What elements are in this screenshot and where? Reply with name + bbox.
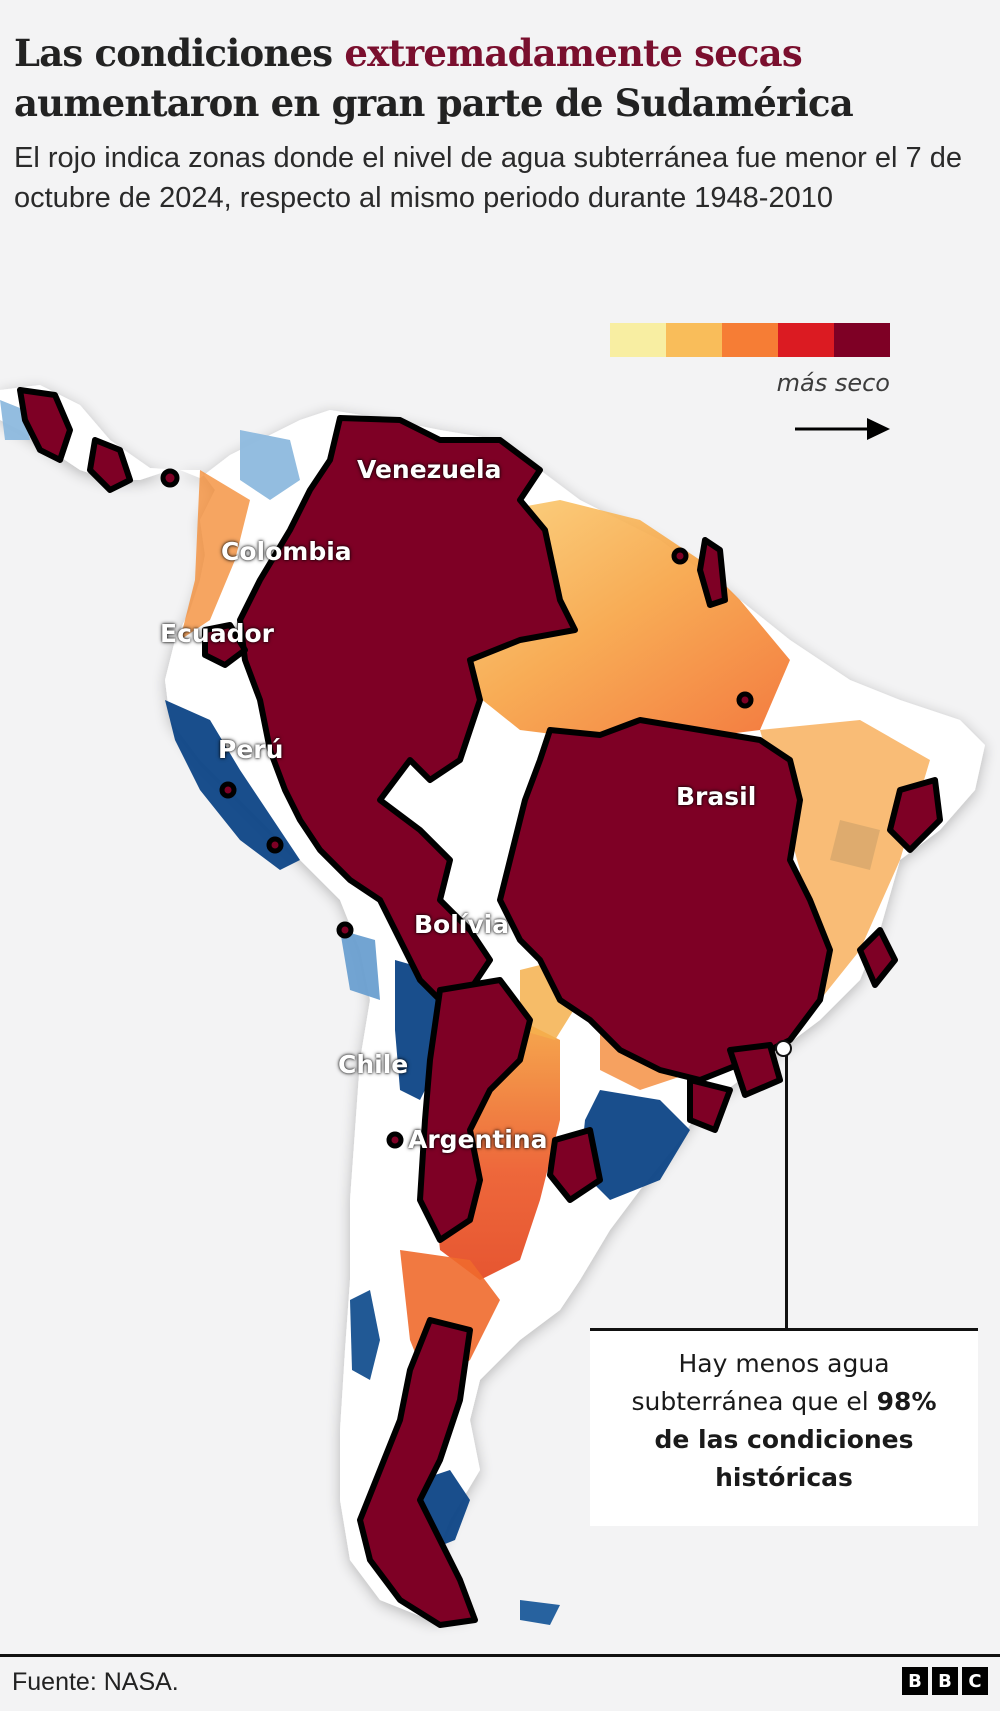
label-venezuela: Venezuela: [357, 455, 502, 484]
callout-line-2: subterránea que el: [631, 1387, 877, 1416]
bbc-logo-letter-b1: B: [902, 1667, 928, 1695]
callout-line-1: Hay menos agua: [678, 1349, 890, 1378]
label-bolivia: Bolívia: [414, 910, 510, 939]
legend-scale: [610, 323, 890, 357]
label-brasil: Brasil: [676, 782, 757, 811]
title-part-2: aumentaron en gran parte de Sudamérica: [14, 81, 854, 125]
label-colombia: Colombia: [221, 537, 352, 566]
callout-percentage: 98%: [876, 1387, 937, 1416]
legend-label: más seco: [776, 369, 890, 397]
callout-annotation: Hay menos agua subterránea que el 98% de…: [590, 1328, 978, 1526]
color-legend: más seco: [610, 323, 890, 440]
south-america-map: [0, 385, 985, 1628]
bbc-logo-letter-c: C: [962, 1667, 988, 1695]
callout-marker-dot: [775, 1040, 792, 1057]
label-ecuador: Ecuador: [160, 619, 274, 648]
callout-line-3: de las condiciones: [654, 1425, 914, 1454]
chart-subtitle: El rojo indica zonas donde el nivel de a…: [14, 142, 962, 214]
chart-title: Las condiciones extremadamente secas aum…: [14, 28, 974, 128]
arrow-right-icon: [795, 418, 890, 440]
source-credit: Fuente: NASA.: [12, 1668, 179, 1696]
callout-line-4: históricas: [715, 1463, 853, 1492]
bbc-logo-letter-b2: B: [932, 1667, 958, 1695]
isolated-dry-spots: [160, 468, 754, 1149]
legend-swatch-1: [610, 323, 666, 357]
footer-divider: [0, 1654, 1000, 1657]
label-peru: Perú: [218, 735, 284, 764]
legend-swatch-5: [834, 323, 890, 357]
legend-swatch-3: [722, 323, 778, 357]
label-argentina: Argentina: [408, 1125, 548, 1154]
title-part-1: Las condiciones: [14, 31, 345, 75]
extreme-dry-regions: [17, 387, 943, 1628]
bbc-logo: B B C: [902, 1667, 988, 1695]
label-chile: Chile: [338, 1050, 409, 1079]
legend-swatch-4: [778, 323, 834, 357]
callout-leader-line: [785, 1050, 788, 1330]
title-accent: extremadamente secas: [344, 31, 802, 75]
legend-swatch-2: [666, 323, 722, 357]
